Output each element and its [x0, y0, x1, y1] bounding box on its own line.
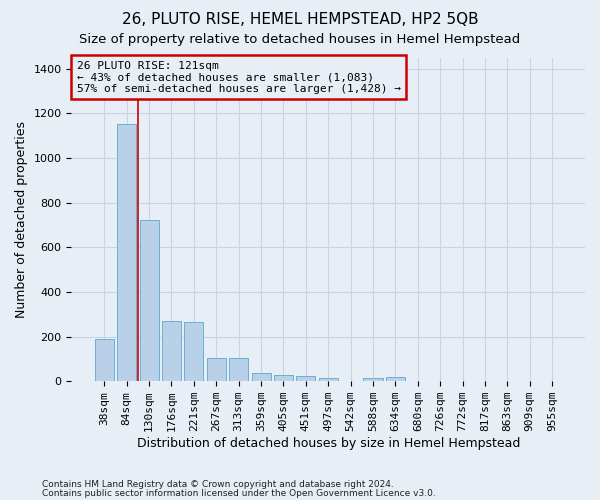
Bar: [364, 378, 383, 381]
Text: 26 PLUTO RISE: 121sqm
← 43% of detached houses are smaller (1,083)
57% of semi-d: 26 PLUTO RISE: 121sqm ← 43% of detached …: [77, 60, 401, 94]
Bar: [140, 220, 158, 381]
Bar: [386, 377, 405, 381]
Bar: [296, 376, 316, 381]
Text: Size of property relative to detached houses in Hemel Hempstead: Size of property relative to detached ho…: [79, 32, 521, 46]
Text: Contains public sector information licensed under the Open Government Licence v3: Contains public sector information licen…: [42, 489, 436, 498]
Bar: [117, 124, 136, 381]
Bar: [319, 378, 338, 381]
Bar: [251, 374, 271, 381]
X-axis label: Distribution of detached houses by size in Hemel Hempstead: Distribution of detached houses by size …: [137, 437, 520, 450]
Bar: [95, 339, 114, 381]
Bar: [162, 321, 181, 381]
Bar: [274, 374, 293, 381]
Bar: [229, 358, 248, 381]
Text: 26, PLUTO RISE, HEMEL HEMPSTEAD, HP2 5QB: 26, PLUTO RISE, HEMEL HEMPSTEAD, HP2 5QB: [122, 12, 478, 28]
Bar: [207, 358, 226, 381]
Y-axis label: Number of detached properties: Number of detached properties: [15, 121, 28, 318]
Bar: [184, 322, 203, 381]
Text: Contains HM Land Registry data © Crown copyright and database right 2024.: Contains HM Land Registry data © Crown c…: [42, 480, 394, 489]
